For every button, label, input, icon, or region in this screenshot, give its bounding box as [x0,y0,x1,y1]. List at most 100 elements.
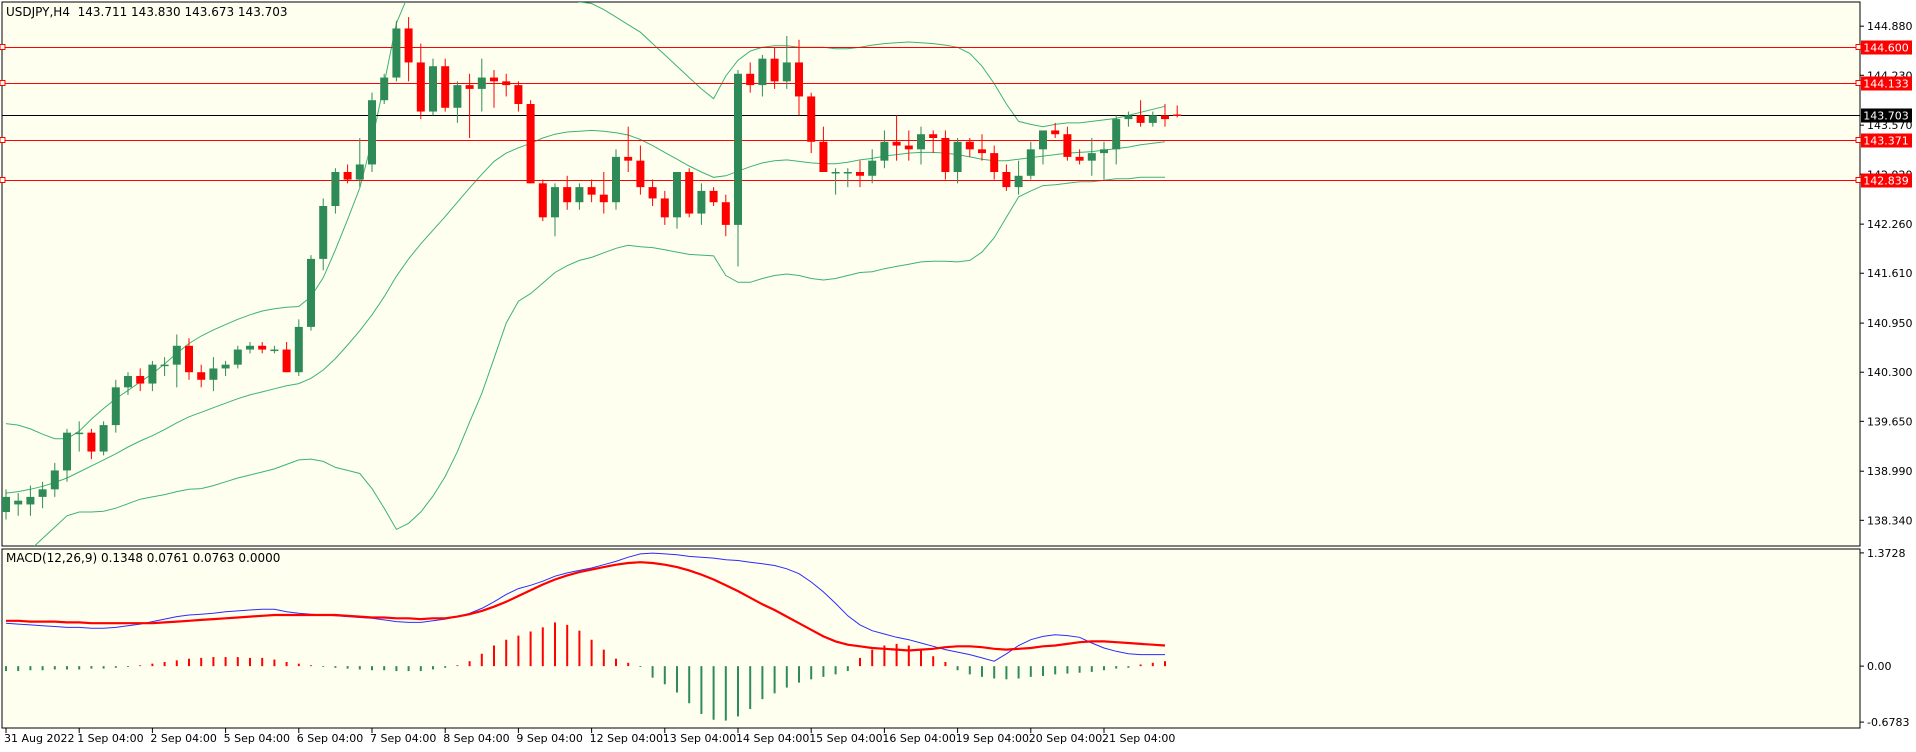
candle-body [160,364,169,367]
horizontal-levels [0,44,1862,183]
time-tick-label: 14 Sep 04:00 [736,732,809,745]
candle-body [929,134,938,138]
level-anchor-144.600 [1855,44,1862,50]
level-anchor-142.839 [1855,177,1862,183]
candle-body [770,58,779,82]
candle-body [758,58,767,86]
candle-body [538,183,547,218]
bollinger-middle [5,129,1166,494]
price-tick-label: 140.950 [1867,317,1913,330]
level-tag-144.600 [1861,40,1912,55]
price-tick-label: 144.880 [1867,20,1913,33]
candle-body [978,149,986,154]
candle-body [185,345,193,373]
candle-body [197,372,206,380]
candle-body [490,77,498,82]
candle-body [221,364,230,369]
candle-body [233,349,242,365]
price-tick-label: 138.990 [1867,465,1913,478]
candle-body [14,500,23,505]
time-tick-label: 7 Sep 04:00 [370,732,436,745]
time-tick-label: 2 Sep 04:00 [150,732,216,745]
time-tick-label: 9 Sep 04:00 [516,732,582,745]
candle-body [26,496,35,505]
candle-body [343,172,352,180]
candle-body [368,100,376,165]
time-tick-label: 20 Sep 04:00 [1029,732,1102,745]
level-tag-143.371 [1861,133,1912,148]
candle-body [441,66,450,108]
candle-body [941,138,950,172]
candle-body [660,198,669,218]
candle-body [526,104,535,184]
candle-body [477,77,486,89]
candle-body [599,194,608,203]
candle-body [172,345,181,365]
level-value-143.371: 143.371 [1863,135,1909,148]
candle-body [136,376,145,384]
level-anchor-143.371 [1855,137,1862,143]
price-tick-label: 138.340 [1867,514,1913,527]
candle-body [575,187,584,203]
macd-tick-label: 1.3728 [1867,547,1906,560]
candle-body [148,364,157,384]
candle-body [892,141,901,146]
candle-body [697,190,706,214]
candle-body [429,66,437,112]
price-axis: 144.880144.230143.570142.920142.260141.6… [1860,20,1913,527]
symbol-label: USDJPY,H4 [6,5,70,19]
candle-body [807,96,816,142]
macd-label: MACD(12,26,9) [6,551,98,565]
level-value-144.133: 144.133 [1863,78,1909,91]
candle-body [246,345,254,350]
macd-values: 0.1348 0.0761 0.0763 0.0000 [100,551,281,565]
candle-body [99,425,108,452]
time-tick-label: 8 Sep 04:00 [443,732,509,745]
price-tick-label: 139.650 [1867,415,1913,428]
candle-body [355,164,364,180]
level-tag-143.703 [1861,108,1912,123]
candle-body [50,470,59,490]
candle-body [563,187,572,203]
candle-body [904,145,913,150]
candle-body [404,28,413,63]
time-tick-label: 5 Sep 04:00 [224,732,290,745]
level-anchor-144.133 [0,80,6,86]
candle-body [795,62,803,97]
time-tick-label: 6 Sep 04:00 [297,732,363,745]
macd-panel[interactable] [1,548,1861,729]
candle-body [721,202,730,225]
macd-header: MACD(12,26,9) 0.1348 0.0761 0.0763 0.000… [6,551,280,565]
candle-body [856,172,864,176]
candle-body [1100,149,1108,154]
time-tick-label: 31 Aug 2022 [4,732,74,745]
time-tick-label: 1 Sep 04:00 [77,732,143,745]
candle-body [734,73,742,225]
time-tick-label: 19 Sep 04:00 [956,732,1029,745]
candle-body [1173,114,1182,117]
level-anchor-144.133 [1855,80,1862,86]
time-axis: 31 Aug 2022 1 Sep 04:00 2 Sep 04:00 5 Sep 0… [4,728,1175,745]
candle-body [953,141,962,172]
candle-body [75,432,84,435]
level-value-144.600: 144.600 [1863,42,1909,55]
candle-body [392,28,401,78]
ohlc-values: 143.711 143.830 143.673 143.703 [77,5,288,19]
candle-body [831,172,840,174]
time-tick-label: 21 Sep 04:00 [1102,732,1175,745]
candle-body [63,432,71,471]
price-tick-label: 142.260 [1867,218,1913,231]
candle-body [587,187,596,195]
time-tick-label: 16 Sep 04:00 [882,732,955,745]
candle-body [636,160,645,188]
bollinger-lower [33,176,1165,546]
time-tick-label: 15 Sep 04:00 [809,732,882,745]
candle-body [209,368,218,380]
candle-body [124,376,132,388]
candle-body [453,85,462,108]
bollinger-bands [5,2,1166,546]
candle-body [1051,130,1060,135]
candle-body [307,258,315,327]
